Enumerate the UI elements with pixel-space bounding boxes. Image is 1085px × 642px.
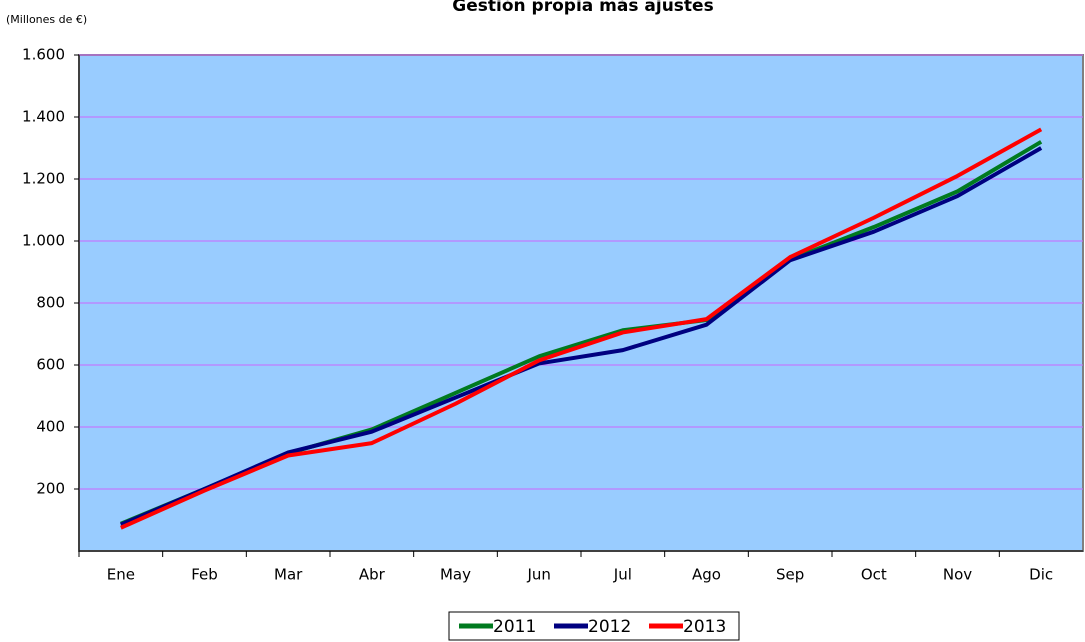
x-tick-label: May: [440, 566, 471, 584]
y-tick-label: 200: [36, 480, 65, 498]
chart-title: Gestión propia más ajustes: [452, 0, 713, 16]
x-tick-label: Jul: [613, 566, 632, 584]
y-tick-label: 1.600: [22, 46, 65, 64]
x-tick-label: Ene: [107, 566, 135, 584]
x-tick-label: Sep: [776, 566, 804, 584]
y-tick-label: 1.400: [22, 108, 65, 126]
x-tick-label: Ago: [692, 566, 721, 584]
y-tick-label: 1.200: [22, 170, 65, 188]
y-tick-label: 600: [36, 356, 65, 374]
x-tick-label: Abr: [359, 566, 386, 584]
x-tick-label: Jun: [526, 566, 550, 584]
y-tick-label: 400: [36, 418, 65, 436]
x-tick-label: Nov: [943, 566, 972, 584]
legend-label: 2013: [683, 617, 726, 637]
y-tick-label: 1.000: [22, 232, 65, 250]
x-tick-label: Oct: [861, 566, 887, 584]
unit-label: (Millones de €): [6, 13, 87, 26]
legend-label: 2011: [493, 617, 536, 637]
y-tick-label: 800: [36, 294, 65, 312]
legend-box: [448, 611, 740, 641]
legend-label: 2012: [588, 617, 631, 637]
x-tick-label: Mar: [274, 566, 303, 584]
line-series: [120, 146, 1043, 527]
x-tick-label: Feb: [191, 566, 218, 584]
x-tick-label: Dic: [1029, 566, 1053, 584]
line-series: [120, 127, 1043, 530]
